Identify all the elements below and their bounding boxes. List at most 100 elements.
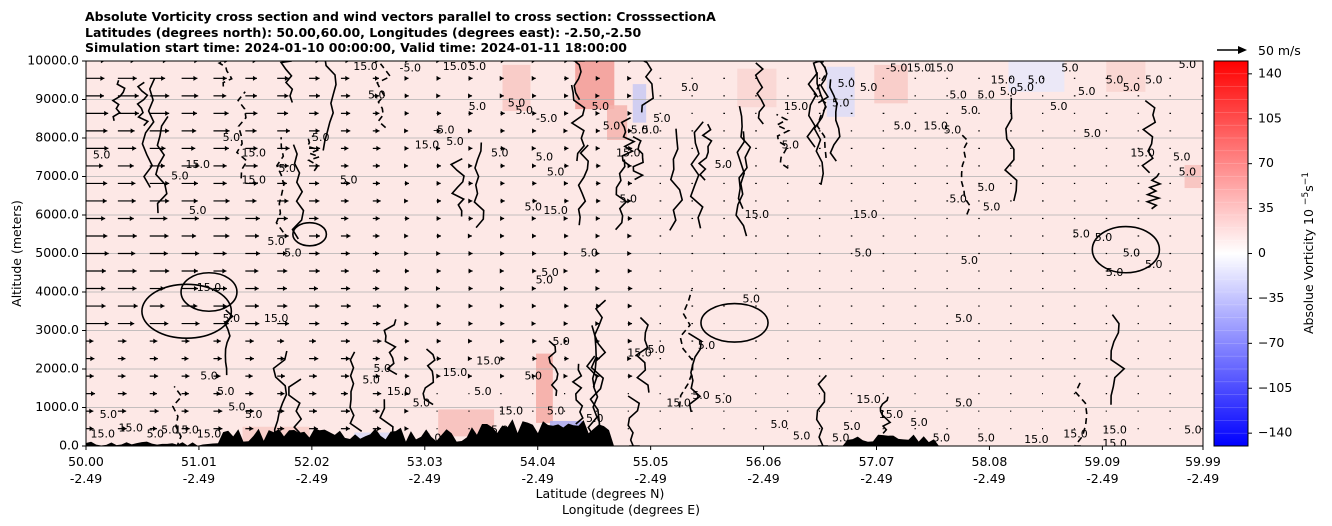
wind-vector-head	[256, 251, 261, 256]
contour-label: 15.0	[443, 60, 468, 73]
wind-vector-head	[404, 163, 409, 169]
wind-vector-head	[344, 268, 349, 274]
contour-line	[669, 128, 684, 231]
wind-vector-head	[346, 233, 351, 239]
contour-label: 5.0	[1095, 231, 1113, 244]
contour-label: 5.0	[1145, 258, 1163, 271]
contour-line	[678, 289, 694, 408]
contour-label: 5.0	[860, 81, 878, 94]
wind-vector-head	[563, 268, 568, 274]
wind-vector-head	[225, 198, 230, 204]
wind-vector-head	[346, 128, 351, 134]
wind-vector-head	[404, 75, 409, 81]
contour-line	[422, 348, 436, 406]
wind-vector-head	[285, 321, 290, 327]
wind-vector-head	[436, 215, 441, 221]
wind-vector-head	[468, 251, 473, 256]
wind-vector-head	[165, 180, 170, 186]
wind-vector-head	[344, 198, 349, 204]
contour-line	[591, 299, 607, 388]
contour-label: 5.0	[217, 385, 235, 398]
wind-vector-head	[192, 128, 197, 134]
contour-label: 5.0	[474, 385, 492, 398]
contour-label: 5.0	[832, 431, 850, 444]
wind-vector-head	[376, 145, 381, 151]
vorticity-patch	[874, 64, 908, 104]
contour-loop	[180, 271, 238, 313]
x-tick-lon-label: -2.49	[70, 471, 102, 486]
wind-vector-head	[100, 61, 105, 64]
contour-label: 15.0	[784, 100, 809, 113]
contour-label: 15.0	[745, 208, 770, 221]
wind-vector-head	[532, 233, 537, 239]
contour-label: -5.0	[433, 123, 454, 136]
wind-vector-head	[377, 391, 382, 397]
wind-vector-head	[315, 61, 320, 64]
vorticity-patch	[1008, 61, 1065, 92]
wind-vector-head	[627, 356, 632, 362]
x-tick-lon-label: -2.49	[183, 471, 215, 486]
wind-vector-head	[284, 110, 289, 116]
wind-vector-head	[436, 303, 441, 309]
wind-vector-head	[254, 286, 259, 292]
wind-vector-head	[222, 303, 227, 309]
contour-label: 5.0	[961, 104, 979, 117]
contour-label: 5.0	[620, 193, 638, 206]
wind-vector-head	[284, 75, 289, 81]
vorticity-patch	[536, 353, 553, 423]
x-tick-lon-label: -2.49	[296, 471, 328, 486]
contour-line	[813, 61, 829, 158]
contour-label: 15.0	[264, 312, 289, 325]
contour-label: 15.0	[186, 158, 211, 171]
wind-vector-head	[103, 180, 108, 186]
wind-vector-head	[216, 391, 221, 397]
contour-label: 5.0	[267, 235, 285, 248]
wind-vector-head	[405, 268, 410, 274]
wind-vector-head	[563, 128, 568, 134]
contour-label: 5.0	[284, 247, 302, 260]
contour-line	[640, 61, 655, 113]
contour-label: 5.0	[580, 247, 598, 260]
wind-vector-head	[345, 75, 350, 81]
contour-label: 5.0	[743, 293, 761, 306]
contour-label: -5.0	[886, 62, 907, 75]
wind-vector-head	[376, 303, 381, 309]
y-tick-label: 5000.0	[35, 245, 79, 260]
contour-label: 15.0	[197, 427, 222, 440]
title-line-1: Absolute Vorticity cross section and win…	[85, 9, 716, 24]
contour-label: 15.0	[353, 60, 378, 73]
contour-label: 15.0	[443, 366, 468, 379]
wind-vector-head	[468, 268, 473, 274]
wind-vector-head	[216, 373, 221, 379]
wind-vector-head	[436, 93, 441, 99]
wind-vector-head	[404, 198, 409, 204]
wind-vector-head	[164, 233, 169, 239]
wind-vector-head	[163, 215, 168, 221]
wind-vector-head	[280, 338, 285, 344]
contour-label: 5.0	[698, 339, 716, 352]
wind-vector-head	[184, 408, 189, 414]
contour-label: 5.0	[223, 131, 241, 144]
contour-label: 5.0	[1145, 73, 1163, 86]
wind-vector-head	[404, 128, 409, 134]
wind-vector-head	[132, 286, 137, 292]
x-tick-lon-label: -2.49	[973, 471, 1005, 486]
wind-vector-head	[284, 233, 289, 239]
x-axis-label-lon: Longitude (degrees E)	[562, 502, 700, 517]
wind-vector-head	[404, 321, 409, 327]
contour-line	[136, 81, 150, 127]
wind-vector-head	[436, 373, 441, 379]
wind-vector-head	[193, 110, 198, 116]
contour-loop	[700, 302, 769, 343]
wind-vector-head	[316, 233, 321, 239]
wind-vector-head	[134, 93, 139, 99]
colorbar	[1214, 61, 1248, 446]
wind-vector-head	[129, 163, 134, 169]
wind-vector-head	[595, 251, 600, 256]
wind-vector-head	[133, 303, 138, 309]
contour-label: 15.0	[499, 404, 524, 417]
contour-label: 5.0	[524, 370, 542, 383]
wind-vector-head	[596, 198, 601, 204]
wind-vector-head	[467, 233, 472, 239]
